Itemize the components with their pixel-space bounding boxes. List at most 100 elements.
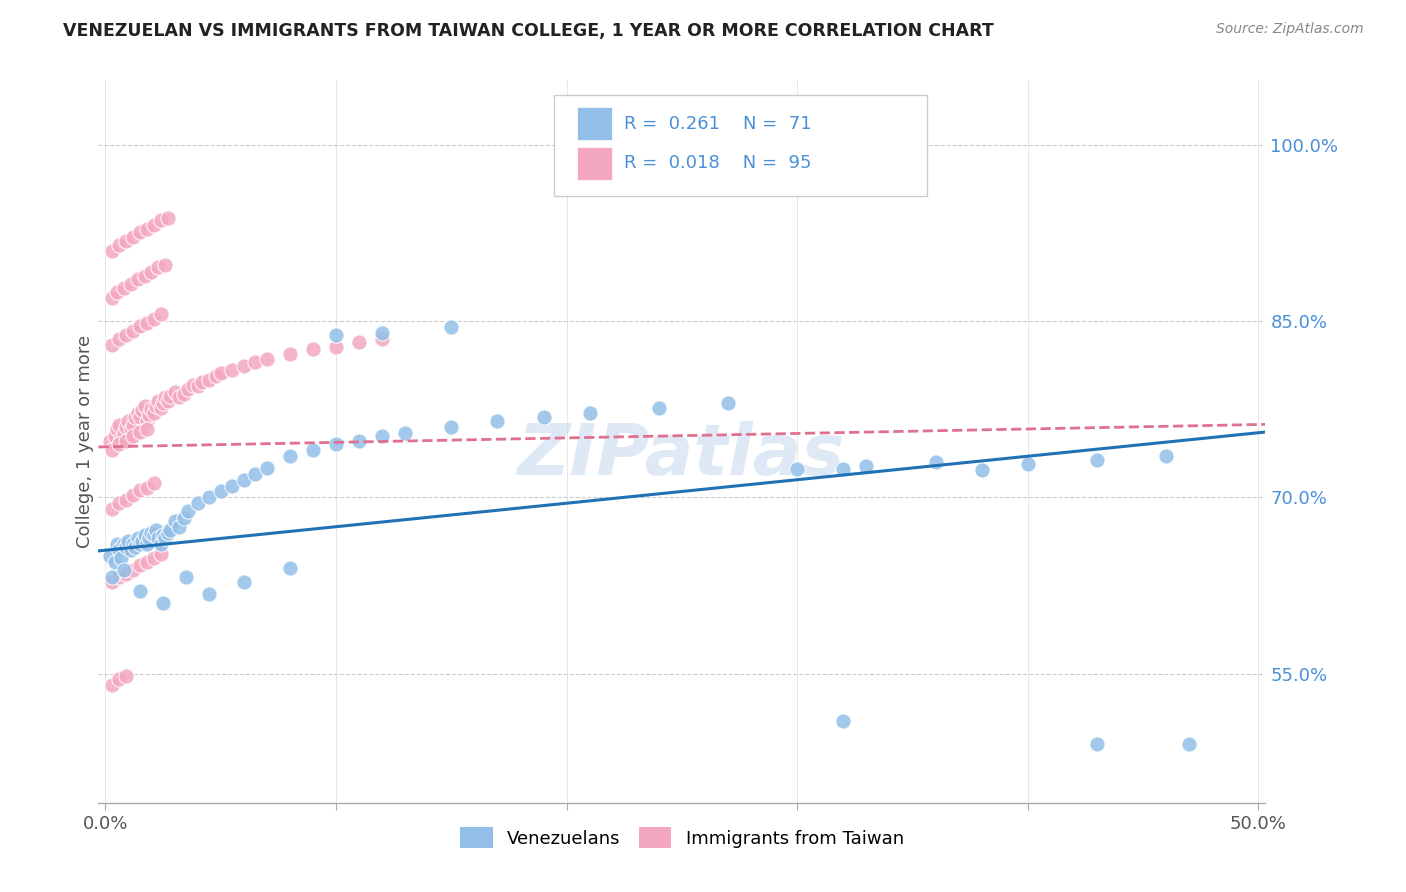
Point [149,307,172,321]
Point [103,555,125,569]
Point [127,532,149,546]
Point [167,391,190,405]
Point [122,537,145,551]
Point [325,328,347,343]
Point [325,340,347,354]
Point [108,332,131,346]
Point [221,478,243,492]
Point [98,549,121,563]
Point [122,563,145,577]
Point [173,511,195,525]
Point [134,399,156,413]
Point [173,387,195,401]
Point [347,434,370,448]
Point [108,496,131,510]
Point [198,373,221,387]
Point [101,570,124,584]
Point [115,492,138,507]
Point [115,669,138,683]
Text: R =  0.261    N =  71: R = 0.261 N = 71 [624,115,811,133]
Point [101,291,124,305]
Text: ZIPatlas: ZIPatlas [519,422,845,491]
Point [115,434,138,448]
Point [394,425,416,440]
Point [232,574,254,589]
Point [124,540,146,554]
FancyBboxPatch shape [554,95,927,196]
Point [149,401,172,415]
Point [112,425,135,440]
Point [101,574,124,589]
Point [141,525,163,540]
Point [152,596,174,610]
Point [122,488,145,502]
Text: R =  0.018    N =  95: R = 0.018 N = 95 [624,154,811,172]
Point [101,502,124,516]
Legend: Venezuelans, Immigrants from Taiwan: Venezuelans, Immigrants from Taiwan [453,820,911,855]
Point [156,394,179,409]
Point [142,311,165,326]
Point [105,285,128,299]
Point [209,366,232,380]
Point [832,462,855,476]
Point [129,410,152,425]
Point [115,234,138,248]
Point [325,437,347,451]
Point [122,324,145,338]
Point [115,420,138,434]
Point [148,394,170,409]
Point [256,351,278,366]
Point [187,496,209,510]
Point [129,558,152,573]
Point [142,406,165,420]
Point [129,425,152,439]
Point [141,265,163,279]
Point [533,410,555,425]
Point [245,467,267,481]
Point [134,528,156,542]
Point [138,408,160,422]
Point [145,399,167,413]
Point [117,414,139,428]
Point [124,410,146,425]
Point [1085,737,1108,751]
Point [135,422,157,436]
Point [135,414,157,428]
Point [101,244,124,258]
Point [122,229,145,244]
Point [198,491,221,505]
Point [115,328,138,343]
Point [120,277,142,291]
Point [108,437,131,451]
Point [159,523,181,537]
Point [129,537,152,551]
Point [148,260,170,274]
Point [155,532,177,546]
Point [159,389,181,403]
Point [141,402,163,417]
Point [149,537,172,551]
Point [129,584,152,599]
Point [105,422,128,436]
Point [108,673,131,687]
Point [198,587,221,601]
Point [167,519,190,533]
Point [177,504,200,518]
Point [187,378,209,392]
Point [110,432,132,446]
Point [155,258,177,272]
FancyBboxPatch shape [576,147,612,179]
Point [142,528,165,542]
Point [245,355,267,369]
Point [131,403,153,417]
Point [152,396,174,410]
Point [347,335,370,350]
Text: Source: ZipAtlas.com: Source: ZipAtlas.com [1216,22,1364,37]
Point [138,532,160,546]
Point [135,537,157,551]
Point [142,218,165,232]
Point [108,570,131,584]
Point [135,317,157,331]
Point [122,429,145,443]
Point [1154,449,1177,463]
